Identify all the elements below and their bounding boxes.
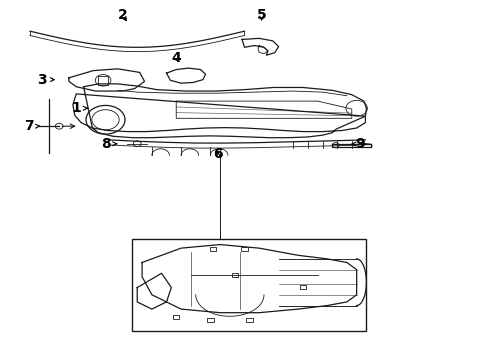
Text: 9: 9 <box>351 137 365 151</box>
Bar <box>245 318 252 322</box>
Bar <box>231 273 238 277</box>
Text: 5: 5 <box>256 8 266 22</box>
Text: 4: 4 <box>171 51 181 65</box>
Text: 2: 2 <box>118 8 127 22</box>
Bar <box>98 76 107 85</box>
Text: 1: 1 <box>71 101 87 115</box>
Bar <box>209 247 216 251</box>
Bar <box>241 247 247 251</box>
Bar <box>132 239 366 330</box>
Bar <box>207 318 213 322</box>
Text: 6: 6 <box>212 147 222 161</box>
Bar <box>299 284 305 289</box>
Bar <box>173 315 179 319</box>
Text: 8: 8 <box>101 137 116 151</box>
Text: 3: 3 <box>37 73 54 87</box>
Text: 7: 7 <box>24 119 40 133</box>
